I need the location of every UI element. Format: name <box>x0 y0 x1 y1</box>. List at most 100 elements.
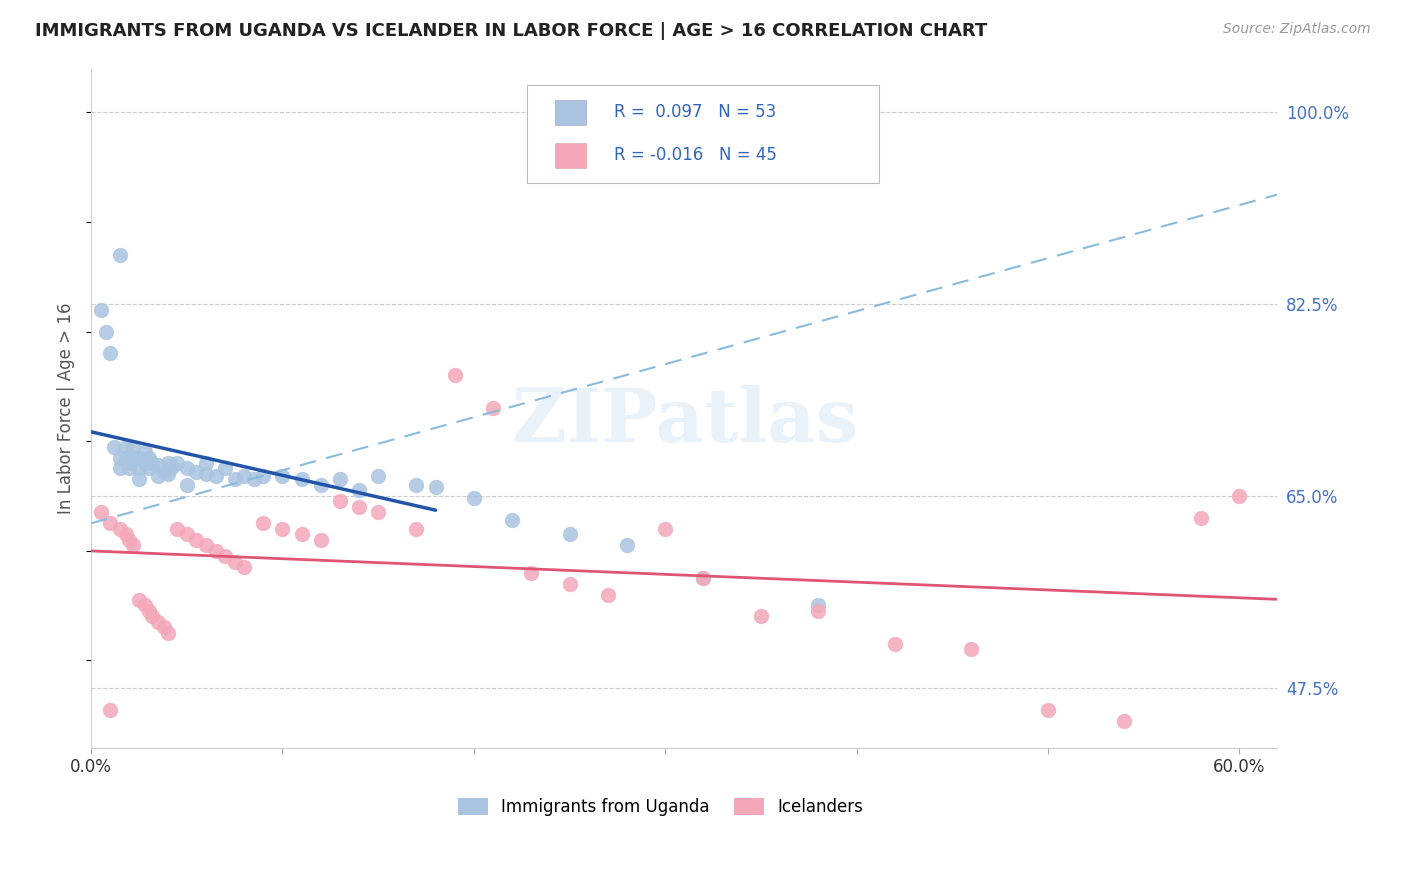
Point <box>501 513 523 527</box>
Point <box>309 533 332 547</box>
Point <box>153 620 176 634</box>
Point <box>329 473 352 487</box>
Point <box>156 625 179 640</box>
Point <box>214 461 236 475</box>
Point <box>271 522 294 536</box>
Point <box>1189 510 1212 524</box>
Point <box>291 473 314 487</box>
Point <box>118 461 141 475</box>
Point <box>138 604 160 618</box>
Point <box>194 456 217 470</box>
Point <box>243 473 266 487</box>
Point <box>692 571 714 585</box>
Point <box>176 461 198 475</box>
Point <box>146 615 169 629</box>
Point <box>807 599 830 613</box>
Point <box>233 560 256 574</box>
Point <box>166 522 188 536</box>
Point <box>347 500 370 514</box>
Point <box>252 469 274 483</box>
Point <box>204 469 226 483</box>
Point <box>252 516 274 531</box>
Point <box>692 571 714 585</box>
Point <box>616 538 638 552</box>
Point <box>1114 714 1136 728</box>
Point <box>405 478 427 492</box>
Point <box>108 522 131 536</box>
Point <box>128 593 150 607</box>
Point <box>960 642 983 657</box>
Point <box>883 637 905 651</box>
Point <box>749 609 772 624</box>
Point <box>108 248 131 262</box>
Y-axis label: In Labor Force | Age > 16: In Labor Force | Age > 16 <box>58 302 75 514</box>
Point <box>98 346 121 360</box>
Text: R = -0.016   N = 45: R = -0.016 N = 45 <box>614 146 778 164</box>
Point <box>224 555 246 569</box>
Text: R =  0.097   N = 53: R = 0.097 N = 53 <box>614 103 776 121</box>
Point <box>291 527 314 541</box>
Point <box>271 469 294 483</box>
Point <box>194 538 217 552</box>
Point <box>114 450 136 465</box>
Legend: Immigrants from Uganda, Icelanders: Immigrants from Uganda, Icelanders <box>451 791 870 822</box>
Point <box>122 538 145 552</box>
Point <box>233 469 256 483</box>
Text: ZIPatlas: ZIPatlas <box>510 385 858 458</box>
Point <box>128 461 150 475</box>
Point <box>141 456 163 470</box>
Point <box>186 465 208 479</box>
Point <box>214 549 236 563</box>
Point <box>108 450 131 465</box>
Point <box>558 576 581 591</box>
Point <box>96 325 118 339</box>
Point <box>654 522 676 536</box>
Point <box>128 450 150 465</box>
Point <box>153 465 176 479</box>
Point <box>224 473 246 487</box>
Point <box>463 491 485 505</box>
Point <box>98 702 121 716</box>
Point <box>443 368 465 383</box>
Point <box>128 473 150 487</box>
Point <box>118 533 141 547</box>
Point <box>186 533 208 547</box>
Point <box>367 469 389 483</box>
Point <box>176 478 198 492</box>
Point <box>134 599 156 613</box>
Point <box>520 566 543 580</box>
Point <box>90 302 112 317</box>
Point <box>425 480 447 494</box>
Point <box>176 527 198 541</box>
Point <box>103 440 125 454</box>
Text: Source: ZipAtlas.com: Source: ZipAtlas.com <box>1223 22 1371 37</box>
Point <box>141 609 163 624</box>
Point <box>204 543 226 558</box>
Point <box>156 467 179 481</box>
Point <box>122 440 145 454</box>
Point <box>558 527 581 541</box>
Point <box>134 445 156 459</box>
Point <box>194 467 217 481</box>
Point <box>138 461 160 475</box>
Point <box>98 516 121 531</box>
Point <box>134 456 156 470</box>
Point <box>90 505 112 519</box>
Point <box>146 458 169 473</box>
Point <box>482 401 505 416</box>
Point <box>138 450 160 465</box>
Point <box>347 483 370 498</box>
Point <box>1036 702 1059 716</box>
Point <box>146 469 169 483</box>
Point <box>367 505 389 519</box>
Point <box>166 456 188 470</box>
Point <box>405 522 427 536</box>
Point <box>108 461 131 475</box>
Point <box>114 527 136 541</box>
Point <box>309 478 332 492</box>
Point <box>156 456 179 470</box>
Point <box>114 440 136 454</box>
Point <box>807 604 830 618</box>
Point <box>118 456 141 470</box>
Point <box>1227 489 1250 503</box>
